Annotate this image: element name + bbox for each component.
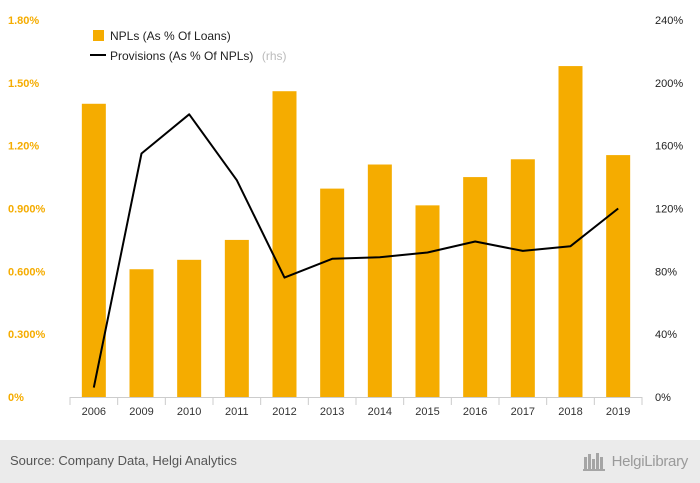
library-icon [582,453,605,471]
source-text: Source: Company Data, Helgi Analytics [10,453,237,468]
npl-bar [558,66,583,398]
npl-bar [272,91,297,397]
footer-bar: Source: Company Data, Helgi Analytics He… [0,440,700,483]
x-tick-label: 2014 [368,406,392,418]
brand-logo: HelgiLibrary [582,449,689,473]
x-tick-label: 2015 [415,406,439,418]
legend-line-suffix: (rhs) [262,49,287,63]
x-axis: 2006 2009 2010 2011 2012 2013 2014 2015 2016 2017… [69,397,643,418]
npl-bar [224,239,249,397]
npl-bar [320,188,345,397]
legend-bar-label: NPLs (As % Of Loans) [110,29,231,43]
npl-bar [81,103,106,398]
x-tick-label: 2019 [606,406,630,418]
chart: 0% 0.300% 0.600% 0.900% 1.20% 1.50% 1.80% 0% 40… [8,15,683,418]
x-tick-label: 2009 [129,406,153,418]
x-tick-label: 2018 [558,406,582,418]
y-left-tick-label: 1.80% [8,15,39,27]
y-left-tick-label: 0.300% [8,329,46,341]
brand-name: HelgiLibrary [611,452,689,470]
y-right-tick-label: 80% [655,266,677,278]
y-right-tick-label: 120% [655,204,683,216]
x-tick-label: 2012 [272,406,296,418]
left-axis: 0% 0.300% 0.600% 0.900% 1.20% 1.50% 1.80% [8,15,46,404]
npl-bar [463,177,488,397]
npl-bar [606,155,631,397]
provisions-line-layer [92,113,619,388]
legend-line-label: Provisions (As % Of NPLs) [110,49,253,63]
npl-bar [510,159,535,397]
legend-bar-swatch [93,30,104,41]
y-left-tick-label: 0.600% [8,266,46,278]
y-right-tick-label: 240% [655,15,683,27]
x-tick-label: 2017 [511,406,535,418]
y-left-tick-label: 1.50% [8,78,39,90]
x-tick-label: 2016 [463,406,487,418]
y-left-tick-label: 0.900% [8,204,46,216]
npl-bar [177,259,202,397]
y-right-tick-label: 200% [655,78,683,90]
npl-bar [415,205,440,397]
provisions-line [92,113,619,388]
x-tick-label: 2013 [320,406,344,418]
right-axis: 0% 40% 80% 120% 160% 200% 240% [655,15,683,404]
x-tick-label: 2011 [225,406,249,418]
npl-bar [129,269,154,397]
npl-bars [81,66,631,398]
y-left-tick-label: 1.20% [8,141,39,153]
y-right-tick-label: 160% [655,141,683,153]
legend: NPLs (As % Of Loans) Provisions (As % Of… [90,29,287,64]
legend-line-text: Provisions (As % Of NPLs) (rhs) [110,47,287,64]
y-right-tick-label: 0% [655,392,671,404]
npl-bar [367,164,392,397]
x-tick-label: 2006 [82,406,106,418]
y-left-tick-label: 0% [8,392,24,404]
x-tick-label: 2010 [177,406,201,418]
y-right-tick-label: 40% [655,329,677,341]
